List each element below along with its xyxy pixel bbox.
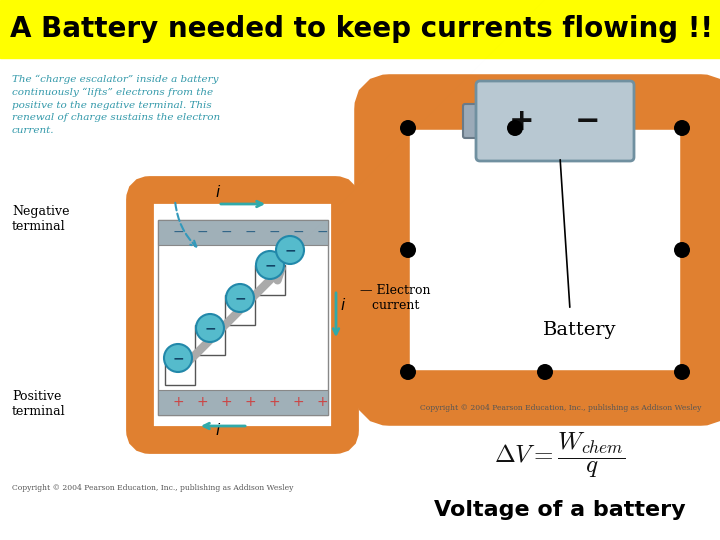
- Text: $\Delta V = \dfrac{W_{chem}}{q}$: $\Delta V = \dfrac{W_{chem}}{q}$: [494, 430, 626, 480]
- Bar: [195, 325, 225, 355]
- Text: −: −: [292, 225, 304, 239]
- Bar: [165, 355, 195, 385]
- Text: −: −: [172, 225, 184, 239]
- Text: Voltage of a battery: Voltage of a battery: [434, 500, 686, 520]
- Text: $i$: $i$: [215, 184, 221, 200]
- Text: Negative
terminal: Negative terminal: [12, 205, 70, 233]
- Bar: [158, 390, 328, 415]
- Text: Copyright © 2004 Pearson Education, Inc., publishing as Addison Wesley: Copyright © 2004 Pearson Education, Inc.…: [420, 404, 701, 412]
- Text: $i$: $i$: [215, 422, 221, 438]
- Circle shape: [674, 242, 690, 258]
- FancyBboxPatch shape: [476, 81, 634, 161]
- Text: +: +: [220, 395, 232, 409]
- Text: −: −: [264, 258, 276, 272]
- Text: +: +: [196, 395, 208, 409]
- Text: Positive
terminal: Positive terminal: [12, 390, 66, 418]
- Text: — Electron
   current: — Electron current: [360, 284, 431, 312]
- Circle shape: [674, 364, 690, 380]
- Text: −: −: [204, 321, 216, 335]
- Text: +: +: [244, 395, 256, 409]
- Text: −: −: [172, 351, 184, 365]
- FancyBboxPatch shape: [382, 102, 708, 398]
- Text: The “charge escalator” inside a battery
continuously “lifts” electrons from the
: The “charge escalator” inside a battery …: [12, 75, 220, 135]
- Circle shape: [164, 344, 192, 372]
- Text: +: +: [509, 106, 535, 136]
- Text: −: −: [196, 225, 208, 239]
- Circle shape: [507, 120, 523, 136]
- Circle shape: [276, 236, 304, 264]
- Circle shape: [196, 314, 224, 342]
- Circle shape: [256, 251, 284, 279]
- Bar: [158, 220, 328, 415]
- Text: Battery: Battery: [544, 321, 617, 339]
- Bar: [255, 265, 285, 295]
- Text: A Battery needed to keep currents flowing !!: A Battery needed to keep currents flowin…: [10, 15, 713, 43]
- Circle shape: [674, 120, 690, 136]
- Text: −: −: [220, 225, 232, 239]
- Text: −: −: [234, 291, 246, 305]
- Text: $i$: $i$: [340, 297, 346, 313]
- Text: −: −: [284, 243, 296, 257]
- Text: −: −: [244, 225, 256, 239]
- Bar: [158, 220, 328, 245]
- Text: +: +: [316, 395, 328, 409]
- Circle shape: [400, 364, 416, 380]
- Text: −: −: [575, 106, 600, 136]
- Text: +: +: [172, 395, 184, 409]
- Bar: [225, 295, 255, 325]
- Bar: [0, 0, 720, 58]
- Text: −: −: [268, 225, 280, 239]
- Text: +: +: [268, 395, 280, 409]
- Text: −: −: [316, 225, 328, 239]
- Circle shape: [226, 284, 254, 312]
- Circle shape: [400, 242, 416, 258]
- Circle shape: [400, 120, 416, 136]
- FancyBboxPatch shape: [463, 104, 483, 138]
- Text: +: +: [292, 395, 304, 409]
- Circle shape: [537, 364, 553, 380]
- Text: Copyright © 2004 Pearson Education, Inc., publishing as Addison Wesley: Copyright © 2004 Pearson Education, Inc.…: [12, 484, 293, 492]
